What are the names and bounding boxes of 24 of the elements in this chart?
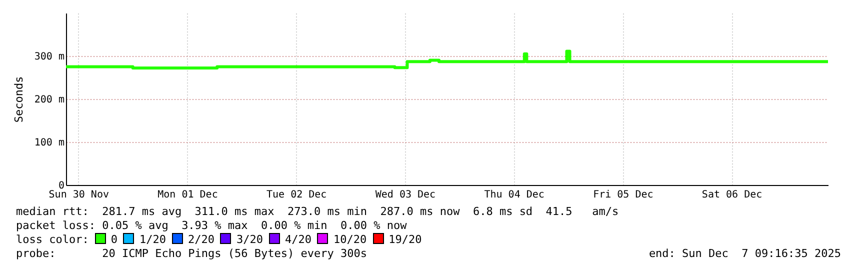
y-tick-label: 100 m	[34, 138, 64, 148]
y-tick-label: 200 m	[34, 94, 64, 106]
text: packet loss: 0.05 % avg 3.93 % max 0.00 % min 0.00 % now	[16, 219, 407, 233]
y-tick-label: 0	[58, 180, 64, 192]
legend-label: 2/20	[188, 233, 214, 246]
text: probe: 20 ICMP Echo Pings (56 Bytes) every 300s	[16, 247, 367, 261]
x-tick-label: Sat 06 Dec	[702, 190, 762, 200]
y-axis-title: Seconds	[12, 76, 26, 123]
legend-title: loss color:	[16, 233, 89, 246]
x-tick-label: Wed 03 Dec	[375, 190, 436, 200]
legend-label: 19/20	[388, 233, 422, 246]
text: median rtt: 281.7 ms avg 311.0 ms max 273.0 ms min 287.0 ms now 6.8 ms sd 41.5 am/s	[16, 205, 619, 219]
x-tick-label: Fri 05 Dec	[593, 190, 654, 200]
x-tick-label: Thu 04 Dec	[484, 190, 544, 200]
text: end: Sun Dec 7 09:16:35 2025	[648, 247, 841, 261]
legend-label: 10/20	[333, 233, 367, 246]
x-tick-label: Sun 30 Nov	[48, 190, 110, 200]
legend-label: 1/20	[139, 233, 166, 246]
y-tick-label: 300 m	[34, 52, 64, 62]
legend-label: 3/20	[236, 233, 263, 246]
legend-label: 0	[110, 233, 118, 246]
x-tick-label: Tue 02 Dec	[266, 190, 327, 200]
x-tick-label: Mon 01 Dec	[158, 190, 218, 200]
legend-label: 4/20	[284, 233, 312, 246]
